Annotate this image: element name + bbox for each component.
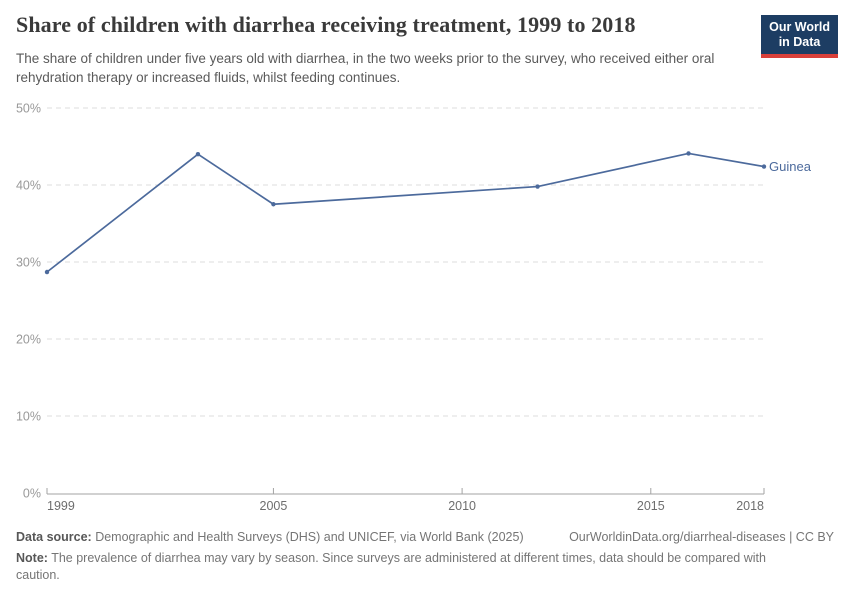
x-tick-label: 2015 (637, 499, 665, 513)
y-tick-label: 40% (16, 179, 41, 193)
series-label[interactable]: Guinea (769, 159, 812, 174)
x-tick-label: 2018 (736, 499, 764, 513)
note-value: The prevalence of diarrhea may vary by s… (16, 550, 766, 583)
chart-footer: Data source: Demographic and Health Surv… (16, 529, 834, 585)
series-line-guinea[interactable] (46, 152, 765, 273)
owid-logo-line1: Our World (769, 20, 830, 34)
data-point[interactable] (271, 202, 276, 207)
owid-logo: Our World in Data (761, 15, 838, 58)
data-source-text: Data source: Demographic and Health Surv… (16, 529, 524, 547)
chart-subtitle: The share of children under five years o… (16, 51, 715, 85)
note-label: Note: (16, 550, 48, 565)
x-tick-label: 2010 (448, 499, 476, 513)
data-point[interactable] (761, 164, 767, 169)
chart-note: Note: The prevalence of diarrhea may var… (16, 550, 791, 585)
data-point[interactable] (686, 151, 691, 156)
data-source-value: Demographic and Health Surveys (DHS) and… (91, 530, 524, 544)
y-tick-label: 0% (23, 487, 41, 501)
page-title: Share of children with diarrhea receivin… (16, 12, 636, 37)
y-tick-label: 50% (16, 102, 41, 116)
y-tick-label: 20% (16, 333, 41, 347)
x-tick-label: 2005 (260, 499, 288, 513)
owid-license-link[interactable]: OurWorldinData.org/diarrheal-diseases | … (569, 530, 834, 544)
data-point[interactable] (535, 184, 540, 189)
line-chart[interactable]: 0% 10% 20% 30% 40% 50% 1999 2005 2010 2015 2018 Gui… (0, 0, 850, 525)
data-point[interactable] (195, 152, 201, 157)
y-tick-label: 30% (16, 256, 41, 270)
data-source-label: Data source: (16, 530, 92, 544)
data-point[interactable] (44, 269, 50, 275)
x-tick-label: 1999 (47, 499, 75, 513)
y-tick-label: 10% (16, 410, 41, 424)
owid-logo-line2: in Data (778, 35, 821, 49)
